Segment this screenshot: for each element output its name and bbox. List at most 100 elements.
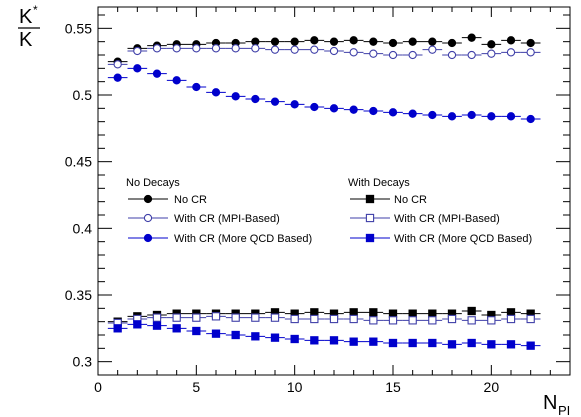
data-point — [290, 334, 299, 344]
data-point — [447, 314, 457, 324]
x-label-subscript: PI — [558, 403, 570, 417]
data-point — [152, 321, 162, 330]
data-point — [487, 40, 496, 49]
data-point — [467, 33, 476, 42]
data-point — [349, 314, 358, 324]
data-point — [369, 337, 378, 346]
data-point — [329, 336, 339, 345]
data-point — [172, 44, 181, 53]
data-point — [113, 60, 122, 69]
data-point — [329, 314, 339, 324]
series-4 — [107, 312, 541, 328]
data-point — [152, 313, 162, 322]
data-point — [192, 82, 201, 92]
data-point — [526, 314, 535, 324]
data-point — [310, 336, 319, 345]
y-label-numerator: K — [19, 6, 33, 28]
data-point — [388, 38, 398, 48]
data-point — [310, 45, 319, 54]
data-point — [251, 94, 260, 104]
data-point — [270, 333, 280, 342]
data-point — [388, 316, 398, 325]
data-point — [231, 44, 240, 53]
data-point — [369, 49, 378, 58]
data-point — [408, 338, 417, 348]
data-point — [408, 37, 417, 46]
data-point — [133, 64, 142, 73]
data-point — [290, 314, 299, 324]
data-point — [369, 37, 378, 46]
legend-item: No CR — [350, 194, 427, 206]
y-tick-label: 0.5 — [73, 87, 93, 103]
y-axis-label: K * K — [18, 3, 40, 51]
data-point — [329, 37, 339, 46]
data-point — [349, 48, 358, 57]
y-label-superscript: * — [33, 3, 38, 17]
data-point — [467, 338, 476, 348]
y-tick-label: 0.3 — [73, 354, 93, 370]
data-point — [251, 332, 260, 341]
legend-title: No Decays — [126, 177, 180, 189]
legend-title: With Decays — [348, 177, 410, 189]
data-point — [428, 37, 437, 46]
data-point — [506, 36, 516, 45]
data-point — [487, 316, 496, 325]
data-point — [369, 316, 378, 325]
x-tick-label: 20 — [484, 379, 500, 395]
data-point — [270, 45, 280, 54]
x-label-main: N — [543, 392, 557, 414]
data-point — [428, 110, 437, 120]
data-point — [231, 92, 240, 101]
data-point — [447, 50, 457, 60]
data-point — [290, 100, 299, 109]
data-point — [487, 112, 496, 121]
y-tick-label: 0.35 — [65, 287, 92, 303]
legend-marker — [365, 233, 375, 243]
data-point — [506, 48, 516, 57]
data-point — [349, 105, 358, 114]
y-label-denominator: K — [19, 29, 33, 51]
legend-item: No CR — [128, 194, 207, 206]
data-point — [152, 44, 162, 53]
legend-marker — [143, 233, 153, 243]
data-point — [428, 316, 437, 325]
data-point — [369, 106, 378, 116]
data-point — [290, 37, 299, 46]
legend-item: With CR (More QCD Based) — [128, 233, 312, 245]
data-point — [211, 44, 221, 53]
data-point — [506, 112, 516, 121]
y-tick-label: 0.45 — [65, 154, 92, 170]
data-point — [369, 308, 378, 317]
series-5 — [107, 320, 541, 350]
data-point — [447, 38, 457, 48]
legend-label: No CR — [174, 194, 207, 206]
data-point — [329, 104, 339, 113]
data-point — [349, 36, 358, 45]
data-point — [172, 324, 181, 333]
legend-marker — [143, 213, 153, 223]
x-tick-label: 5 — [192, 379, 200, 395]
data-point — [408, 50, 417, 60]
data-point — [467, 316, 476, 325]
series-1 — [107, 44, 541, 69]
x-tick-label: 10 — [287, 379, 303, 395]
legend-item: With CR (More QCD Based) — [350, 233, 532, 245]
data-point — [447, 340, 457, 349]
data-point — [487, 49, 496, 58]
data-point — [133, 320, 142, 329]
data-point — [428, 338, 437, 348]
legend-marker — [365, 194, 375, 204]
series-2 — [107, 64, 541, 124]
data-point — [428, 45, 437, 54]
data-point — [133, 46, 142, 56]
data-point — [270, 313, 280, 322]
data-series — [107, 33, 541, 350]
data-point — [192, 313, 201, 322]
data-point — [487, 340, 496, 349]
data-point — [526, 48, 535, 57]
data-point — [506, 314, 516, 324]
x-tick-label: 15 — [385, 379, 401, 395]
data-point — [172, 76, 181, 85]
data-point — [270, 97, 280, 106]
